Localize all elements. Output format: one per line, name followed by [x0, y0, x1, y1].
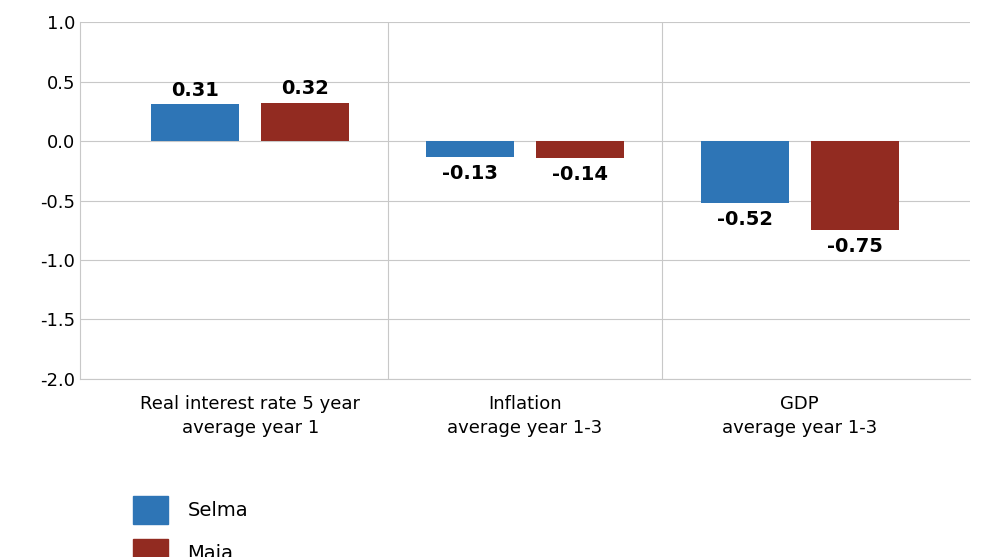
Bar — [811, 141, 899, 230]
Text: -0.13: -0.13 — [442, 164, 498, 183]
Bar — [151, 104, 239, 141]
Text: 0.32: 0.32 — [281, 79, 329, 99]
Text: -0.14: -0.14 — [552, 165, 608, 184]
Text: -0.52: -0.52 — [717, 210, 773, 229]
Legend: Selma, Maja: Selma, Maja — [125, 488, 256, 557]
Bar — [536, 141, 624, 158]
Bar — [701, 141, 789, 203]
Text: 0.31: 0.31 — [171, 81, 219, 100]
Text: -0.75: -0.75 — [827, 237, 883, 256]
Bar — [261, 103, 349, 141]
Bar — [426, 141, 514, 157]
